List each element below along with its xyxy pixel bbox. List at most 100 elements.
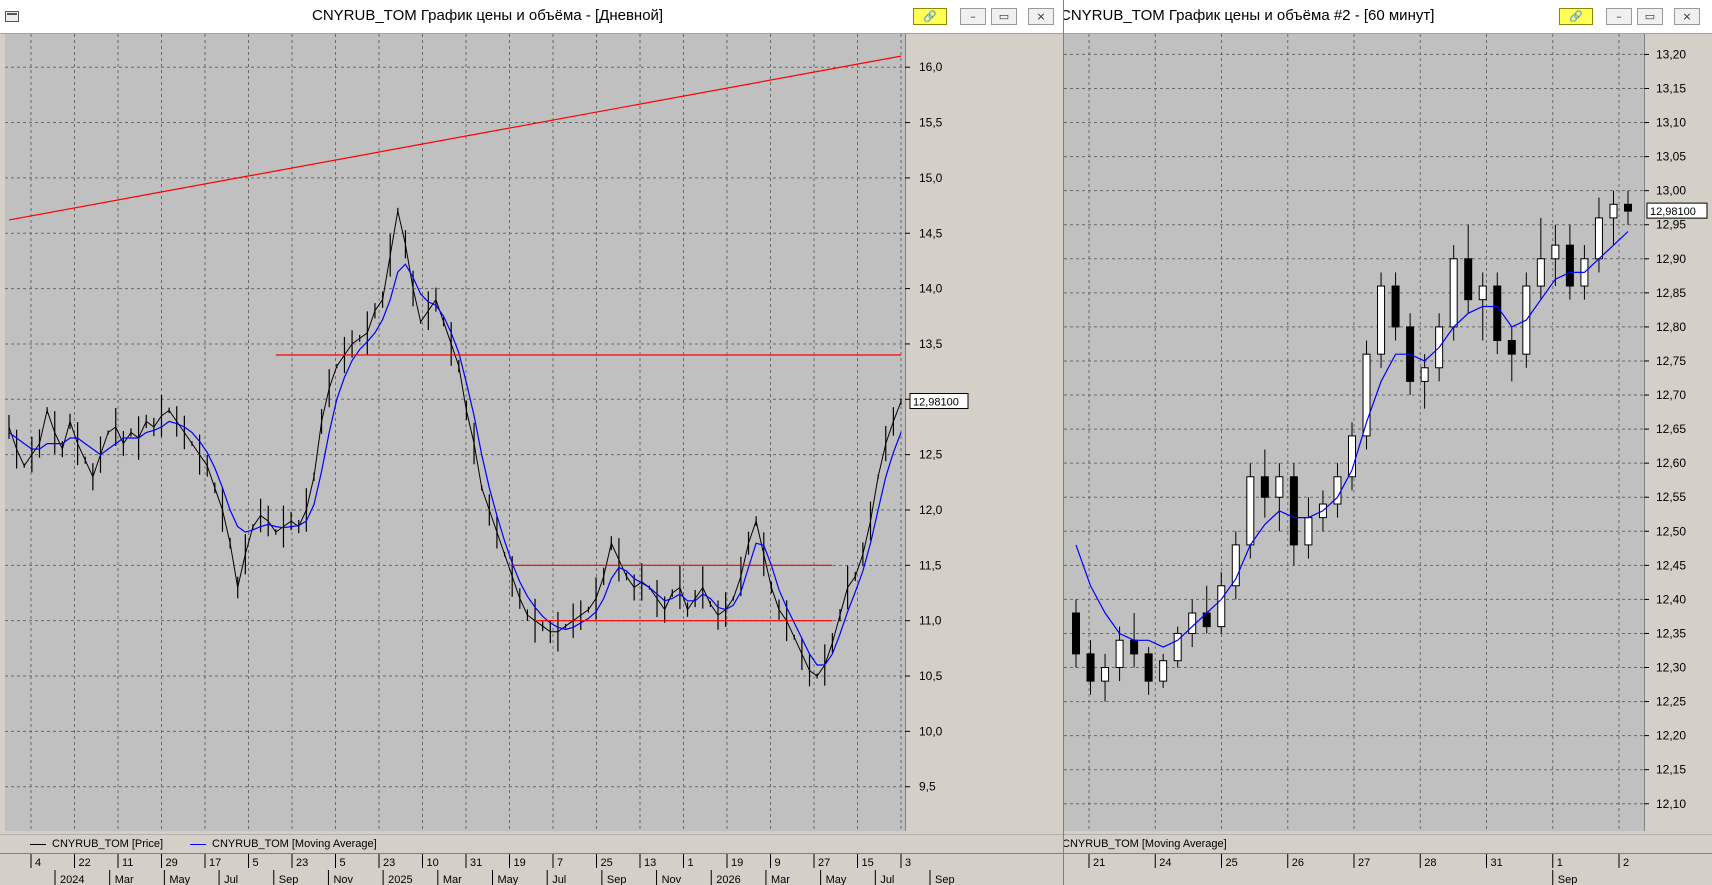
- moving-average-line: [1075, 231, 1629, 648]
- link-button[interactable]: 🔗: [913, 8, 947, 25]
- price-tick-label: 16,0: [919, 60, 943, 74]
- plot-background: [5, 34, 905, 831]
- daily-chart-titlebar[interactable]: CNYRUB_TOM График цены и объёма - [Дневн…: [0, 0, 1063, 34]
- close-button[interactable]: ⨯: [1028, 8, 1054, 25]
- time-tick-day-label: 29: [166, 857, 178, 869]
- time-tick-month-label: Jul: [552, 874, 566, 885]
- price-scale-background: [905, 34, 1058, 831]
- price-tick-label: 10,5: [919, 669, 943, 683]
- restore-button[interactable]: ▭: [991, 8, 1017, 25]
- last-price-box: [1646, 202, 1708, 219]
- restore-button[interactable]: ▭: [1637, 8, 1663, 25]
- price-tick-label: 12,35: [1656, 626, 1686, 640]
- price-tick-label: 12,90: [1656, 252, 1686, 266]
- trendline: [8, 55, 902, 221]
- hourly-chart-window: CNYRUB_TOM График цены и объёма #2 - [60…: [1064, 0, 1712, 885]
- minimize-button[interactable]: –: [960, 8, 986, 25]
- price-tick-label: 13,15: [1656, 81, 1686, 95]
- time-tick-month-label: Sep: [607, 874, 627, 885]
- time-tick-day-label: 22: [79, 857, 91, 869]
- candle-up: [1536, 258, 1545, 287]
- candle-up: [1362, 353, 1371, 437]
- legend-price-swatch: [30, 843, 46, 845]
- candle-down: [1493, 285, 1502, 342]
- price-tick-label: 13,20: [1656, 47, 1686, 61]
- price-tick-label: 12,85: [1656, 286, 1686, 300]
- time-tick-day-label: 31: [470, 857, 482, 869]
- time-tick-day-label: 26: [1292, 857, 1304, 869]
- candle-down: [1130, 639, 1139, 655]
- time-tick-day-label: 5: [253, 857, 259, 869]
- candle-up: [1115, 639, 1124, 669]
- candle-up: [1173, 632, 1182, 662]
- time-tick-day-label: 1: [1557, 857, 1563, 869]
- price-tick-label: 13,10: [1656, 116, 1686, 130]
- time-tick-day-label: 9: [775, 857, 781, 869]
- candle-up: [1231, 544, 1240, 587]
- hourly-time-axis[interactable]: 21 24 25 26 27 28 31 1 2 Sep: [1064, 853, 1712, 885]
- time-tick-month-label: Mar: [115, 874, 134, 885]
- price-tick-label: 12,45: [1656, 558, 1686, 572]
- daily-price-chart[interactable]: 9,510,010,511,011,512,012,513,013,514,01…: [5, 34, 1058, 831]
- price-tick-label: 12,5: [919, 448, 943, 462]
- hourly-chart-titlebar[interactable]: CNYRUB_TOM График цены и объёма #2 - [60…: [1064, 0, 1712, 34]
- price-tick-label: 15,5: [919, 116, 943, 130]
- price-tick-label: 12,20: [1656, 729, 1686, 743]
- price-tick-label: 12,60: [1656, 456, 1686, 470]
- last-price-label: 12,98100: [913, 397, 959, 409]
- candle-up: [1348, 435, 1356, 478]
- time-tick-day-label: 19: [514, 857, 526, 869]
- candle-up: [1478, 285, 1487, 301]
- hourly-price-chart[interactable]: 12,10 12,15 12,20 12,25 12,30 12,35 12,40 12,45…: [1064, 34, 1712, 831]
- time-tick-day-label: 7: [557, 857, 563, 869]
- candle-up: [1551, 244, 1560, 260]
- price-tick-label: 12,70: [1656, 388, 1686, 402]
- time-tick-month-label: 2025: [388, 874, 412, 885]
- daily-time-axis-svg: 4 22 11 29 17 5 23 5 23 10 31 19 7 25 13 1 19 9 27 15 3 2024 M…: [30, 854, 955, 885]
- candle-down: [1464, 258, 1473, 301]
- time-tick-day-label: 10: [427, 857, 439, 869]
- candle-down: [1072, 612, 1080, 655]
- candle-up: [1159, 660, 1168, 682]
- price-tick-label: 12,25: [1656, 695, 1686, 709]
- time-tick-day-label: 27: [1358, 857, 1370, 869]
- time-tick-day-label: 21: [1093, 857, 1105, 869]
- candle-down: [1289, 476, 1298, 546]
- candle-up: [1304, 517, 1313, 546]
- time-tick-month-label: Jul: [224, 874, 238, 885]
- price-tick-label: 13,05: [1656, 150, 1686, 164]
- daily-time-axis[interactable]: 4 22 11 29 17 5 23 5 23 10 31 19 7 25 13 1 19 9 27 15 3 2024 M…: [0, 853, 1063, 885]
- hourly-chart-legend: CNYRUB_TOM [Moving Average]: [1064, 834, 1712, 853]
- daily-chart-title: CNYRUB_TOM График цены и объёма - [Дневн…: [312, 7, 664, 24]
- time-tick-day-label: 23: [383, 857, 395, 869]
- price-tick-label: 12,80: [1656, 320, 1686, 334]
- time-tick-month-label: Jul: [880, 874, 894, 885]
- time-tick-day-label: 19: [731, 857, 743, 869]
- time-tick-day-label: 3: [905, 857, 911, 869]
- candle-up: [1188, 612, 1197, 634]
- time-tick-month-label: Sep: [1558, 874, 1578, 885]
- time-tick-day-label: 28: [1424, 857, 1436, 869]
- candle-up: [1609, 203, 1618, 219]
- time-tick-day-label: 23: [296, 857, 308, 869]
- price-tick-label: 12,75: [1656, 354, 1686, 368]
- candle-down: [1507, 340, 1516, 355]
- window-menu-icon[interactable]: [5, 11, 19, 22]
- candle-up: [1420, 367, 1429, 382]
- close-button[interactable]: ⨯: [1674, 8, 1700, 25]
- time-tick-day-label: 4: [35, 857, 41, 869]
- price-scale-background: [1644, 34, 1712, 831]
- link-button[interactable]: 🔗: [1559, 8, 1593, 25]
- time-tick-day-label: 11: [122, 857, 133, 869]
- time-tick-month-label: 2024: [60, 874, 84, 885]
- price-tick-label: 12,10: [1656, 797, 1686, 811]
- time-tick-month-label: Nov: [662, 874, 682, 885]
- price-tick-label: 12,55: [1656, 490, 1686, 504]
- time-tick-day-label: 25: [601, 857, 613, 869]
- time-tick-month-label: Nov: [333, 874, 353, 885]
- minimize-button[interactable]: –: [1606, 8, 1632, 25]
- time-tick-day-label: 24: [1159, 857, 1171, 869]
- time-tick-day-label: 5: [340, 857, 346, 869]
- time-tick-month-label: May: [498, 874, 519, 885]
- legend-ma-swatch: [190, 843, 206, 845]
